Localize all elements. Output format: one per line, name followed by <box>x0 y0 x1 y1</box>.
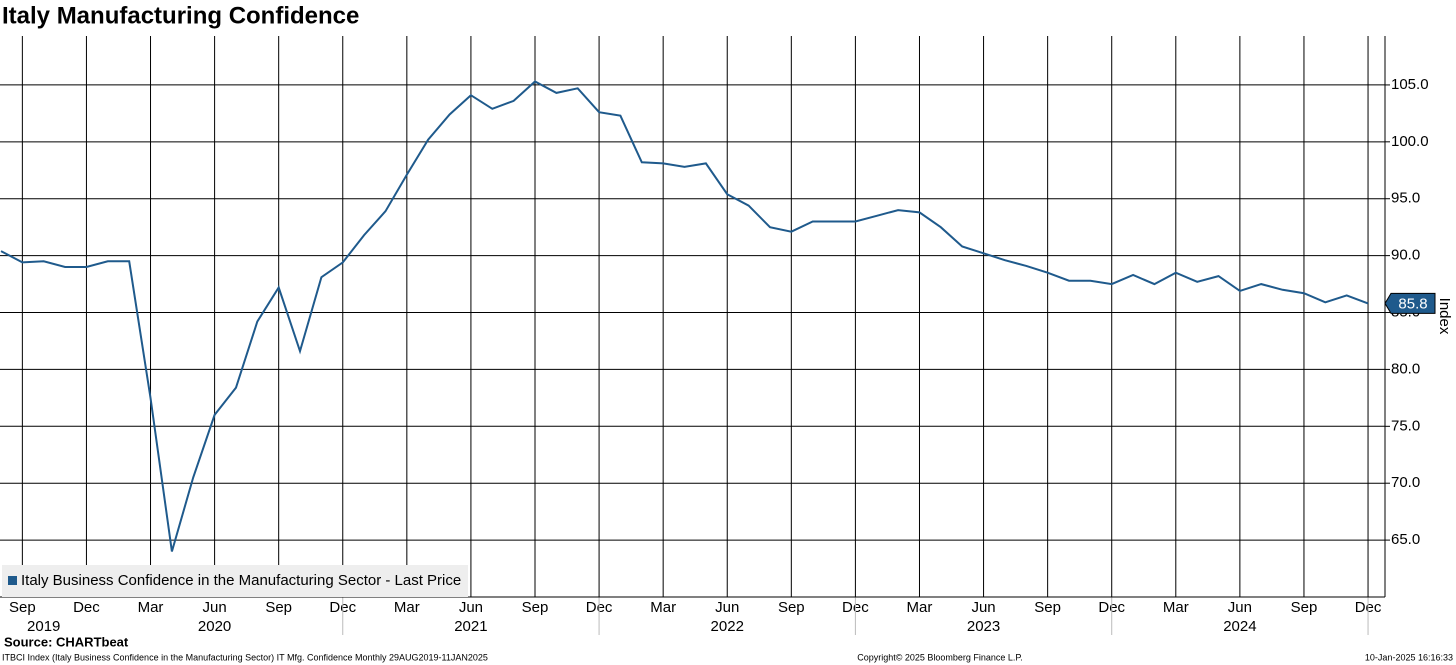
x-tick-label: Sep <box>1291 599 1318 616</box>
x-tick-label: Jun <box>1228 599 1252 616</box>
x-tick-label: Jun <box>459 599 483 616</box>
x-tick-label: Mar <box>138 599 164 616</box>
x-tick-label: Mar <box>1163 599 1189 616</box>
x-tick-label: Dec <box>73 599 100 616</box>
x-tick-label: Sep <box>778 599 805 616</box>
x-tick-label: Sep <box>522 599 549 616</box>
series-line <box>0 80 1369 552</box>
year-label: 2022 <box>711 618 744 635</box>
x-tick-label: Mar <box>650 599 676 616</box>
y-tick-label: 95.0 <box>1391 190 1420 207</box>
y-tick-label: 80.0 <box>1391 360 1420 377</box>
year-label: 2023 <box>967 618 1000 635</box>
source: Source: CHARTbeat <box>4 634 129 649</box>
x-tick-label: Mar <box>394 599 420 616</box>
y-tick-label: 90.0 <box>1391 247 1420 264</box>
last-value-label: 85.8 <box>1398 295 1427 312</box>
footer-center: Copyright© 2025 Bloomberg Finance L.P. <box>857 652 1023 662</box>
x-tick-label: Sep <box>265 599 292 616</box>
y-tick-label: 100.0 <box>1391 133 1429 150</box>
year-label: 2024 <box>1223 618 1256 635</box>
x-tick-label: Sep <box>9 599 36 616</box>
year-label: 2021 <box>454 618 487 635</box>
x-tick-label: Jun <box>203 599 227 616</box>
y-axis-label: Index <box>1436 298 1453 335</box>
y-tick-label: 105.0 <box>1391 76 1429 93</box>
year-label: 2019 <box>27 618 60 635</box>
legend: Italy Business Confidence in the Manufac… <box>2 565 468 597</box>
last-value-tag <box>1384 292 1436 314</box>
year-label: 2020 <box>198 618 231 635</box>
legend-box <box>2 565 468 597</box>
footer-left: ITBCI Index (Italy Business Confidence i… <box>2 652 488 662</box>
x-tick-label: Mar <box>907 599 933 616</box>
x-tick-label: Jun <box>971 599 995 616</box>
legend-swatch <box>8 576 17 585</box>
y-tick-label: 65.0 <box>1391 531 1420 548</box>
y-tick-label: 70.0 <box>1391 474 1420 491</box>
chart-title: Italy Manufacturing Confidence <box>2 2 359 29</box>
x-tick-label: Jun <box>715 599 739 616</box>
legend-label: Italy Business Confidence in the Manufac… <box>21 572 461 589</box>
footer-right: 10-Jan-2025 16:16:33 <box>1365 652 1453 662</box>
y-tick-label: 75.0 <box>1391 417 1420 434</box>
x-tick-label: Sep <box>1034 599 1061 616</box>
